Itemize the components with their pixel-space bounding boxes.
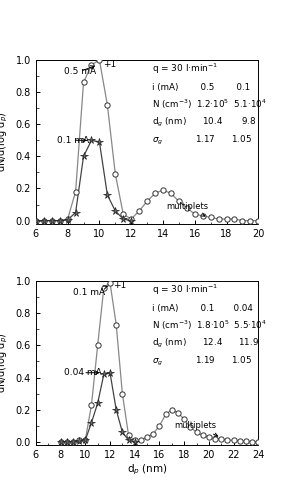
Text: 0.1 mA: 0.1 mA [57, 136, 89, 145]
Text: 0.1 mA: 0.1 mA [73, 286, 108, 297]
Text: +1: +1 [103, 60, 117, 68]
Text: i (mA)        0.5        0.1
N (cm$^{-3}$)  1.2·10$^5$  5.1·10$^4$
d$_g$ (nm)   : i (mA) 0.5 0.1 N (cm$^{-3}$) 1.2·10$^5$ … [152, 83, 266, 146]
Text: multiplets: multiplets [166, 202, 208, 216]
Text: 0.5 mA: 0.5 mA [65, 66, 97, 76]
Text: i (mA)        0.1       0.04
N (cm$^{-3}$)  1.8·10$^5$  5.5·10$^4$
d$_g$ (nm)   : i (mA) 0.1 0.04 N (cm$^{-3}$) 1.8·10$^5$… [152, 304, 266, 368]
Y-axis label: dN/d(log d$_p$): dN/d(log d$_p$) [0, 333, 10, 394]
Text: q = 30 l·min$^{-1}$: q = 30 l·min$^{-1}$ [152, 62, 218, 76]
Text: +1: +1 [113, 280, 126, 289]
Text: multiplets: multiplets [174, 421, 218, 436]
Text: 0.04 mA: 0.04 mA [64, 368, 102, 377]
Text: q = 30 l·min$^{-1}$: q = 30 l·min$^{-1}$ [152, 283, 218, 297]
Y-axis label: dN/d(log d$_p$): dN/d(log d$_p$) [0, 112, 10, 172]
X-axis label: d$_p$ (nm): d$_p$ (nm) [127, 462, 167, 477]
